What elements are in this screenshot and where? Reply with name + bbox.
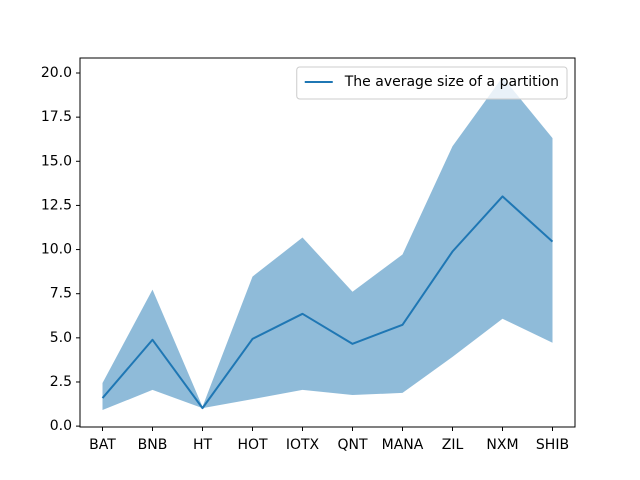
band-area <box>102 77 553 411</box>
y-tick-label: 15.0 <box>41 153 72 169</box>
x-tick-label: SHIB <box>536 437 569 453</box>
legend-label: The average size of a partition <box>344 74 559 90</box>
y-tick-label: 2.5 <box>50 374 72 390</box>
y-tick-label: 10.0 <box>41 242 72 258</box>
y-tick-label: 5.0 <box>50 330 72 346</box>
x-tick-label: HT <box>193 437 213 453</box>
y-tick-label: 0.0 <box>50 418 72 434</box>
series-line <box>101 195 554 410</box>
axes-frame <box>79 57 576 428</box>
y-tick-label: 7.5 <box>50 286 72 302</box>
y-tick-label: 20.0 <box>41 65 72 81</box>
x-tick-label: QNT <box>337 437 367 453</box>
x-tick-label: BAT <box>89 437 116 453</box>
x-tick-label: NXM <box>486 437 518 453</box>
x-tick-label: ZIL <box>442 437 464 453</box>
y-tick-label: 12.5 <box>41 197 72 213</box>
x-tick-label: IOTX <box>286 437 320 453</box>
legend: The average size of a partition <box>296 66 568 100</box>
x-tick-label: BNB <box>138 437 168 453</box>
y-tick-label: 17.5 <box>41 109 72 125</box>
x-tick-label: HOT <box>237 437 268 453</box>
legend-box <box>296 66 568 100</box>
x-tick-label: MANA <box>382 437 424 453</box>
